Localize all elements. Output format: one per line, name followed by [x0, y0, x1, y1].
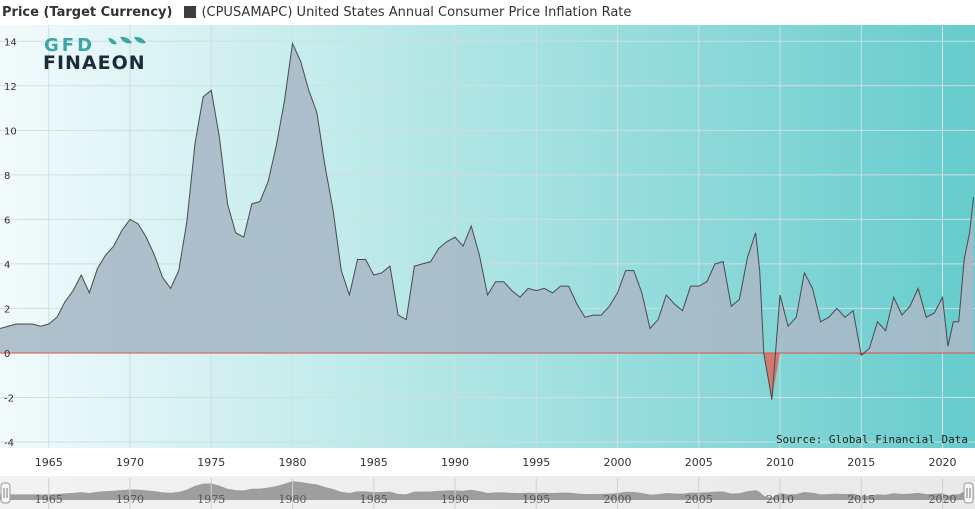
y-axis-title: Price (Target Currency) — [2, 4, 173, 20]
navigator-tick-label: 2000 — [604, 493, 632, 506]
x-tick-label: 1990 — [441, 456, 469, 469]
x-tick-label: 1995 — [522, 456, 550, 469]
y-axis-ticks: -4 -2 0 2 4 6 8 10 12 14 — [4, 37, 17, 449]
y-tick-label: 6 — [4, 215, 10, 226]
y-tick-label: 12 — [4, 82, 17, 93]
series-area — [0, 41, 975, 400]
positive-area — [0, 43, 974, 400]
navigator-tick-label: 1985 — [360, 493, 388, 506]
x-tick-label: 1965 — [35, 456, 63, 469]
x-axis-band — [0, 448, 975, 474]
plot-background — [0, 25, 975, 448]
navigator-handle-right[interactable] — [963, 482, 974, 504]
gfd-finaeon-logo: GFD FINAEON — [43, 35, 146, 74]
y-tick-label: 10 — [4, 126, 17, 137]
negative-area — [763, 352, 780, 400]
chart-header: Price (Target Currency) (CPUSAMAPC) Unit… — [0, 0, 975, 24]
x-axis-ticks: 1965 1970 1975 1980 1985 1990 1995 2000 2005 2010… — [35, 456, 957, 469]
y-tick-label: -4 — [4, 438, 14, 449]
y-tick-label: 14 — [4, 37, 17, 48]
y-tick-label: 4 — [4, 260, 10, 271]
navigator-tick-label: 1965 — [35, 493, 63, 506]
x-tick-label: 1970 — [116, 456, 144, 469]
x-tick-label: 2020 — [929, 456, 957, 469]
navigator-tick-label: 1970 — [116, 493, 144, 506]
legend-swatch[interactable] — [184, 6, 197, 18]
y-tick-label: -2 — [4, 393, 14, 404]
x-tick-label: 2015 — [847, 456, 875, 469]
logo-text-finaeon: FINAEON — [43, 52, 146, 74]
navigator-tick-label: 2010 — [766, 493, 794, 506]
logo-text-gfd: GFD — [44, 35, 95, 56]
x-tick-label: 1985 — [360, 456, 388, 469]
range-navigator[interactable]: 1965 1970 1975 1980 1985 1990 1995 2000 2005 2010… — [0, 476, 975, 509]
navigator-tick-label: 1980 — [279, 493, 307, 506]
navigator-tick-label: 1995 — [522, 493, 550, 506]
series-line — [0, 41, 975, 400]
y-tick-label: 0 — [4, 349, 10, 360]
x-tick-label: 1980 — [279, 456, 307, 469]
leaf-icon — [108, 36, 146, 45]
x-tick-label: 2005 — [685, 456, 713, 469]
x-tick-label: 2000 — [604, 456, 632, 469]
y-tick-label: 8 — [4, 171, 10, 182]
navigator-tick-label: 2015 — [847, 493, 875, 506]
navigator-tick-label: 1975 — [197, 493, 225, 506]
x-tick-label: 1975 — [197, 456, 225, 469]
navigator-area — [0, 481, 974, 500]
legend-label[interactable]: (CPUSAMAPC) United States Annual Consume… — [201, 4, 632, 20]
navigator-tick-label: 2005 — [685, 493, 713, 506]
y-tick-label: 2 — [4, 304, 10, 315]
navigator-tick-label: 2020 — [929, 493, 957, 506]
x-tick-label: 2010 — [766, 456, 794, 469]
navigator-tick-label: 1990 — [441, 493, 469, 506]
source-label: Source: Global Financial Data — [776, 433, 968, 446]
navigator-handle-left[interactable] — [0, 482, 11, 504]
